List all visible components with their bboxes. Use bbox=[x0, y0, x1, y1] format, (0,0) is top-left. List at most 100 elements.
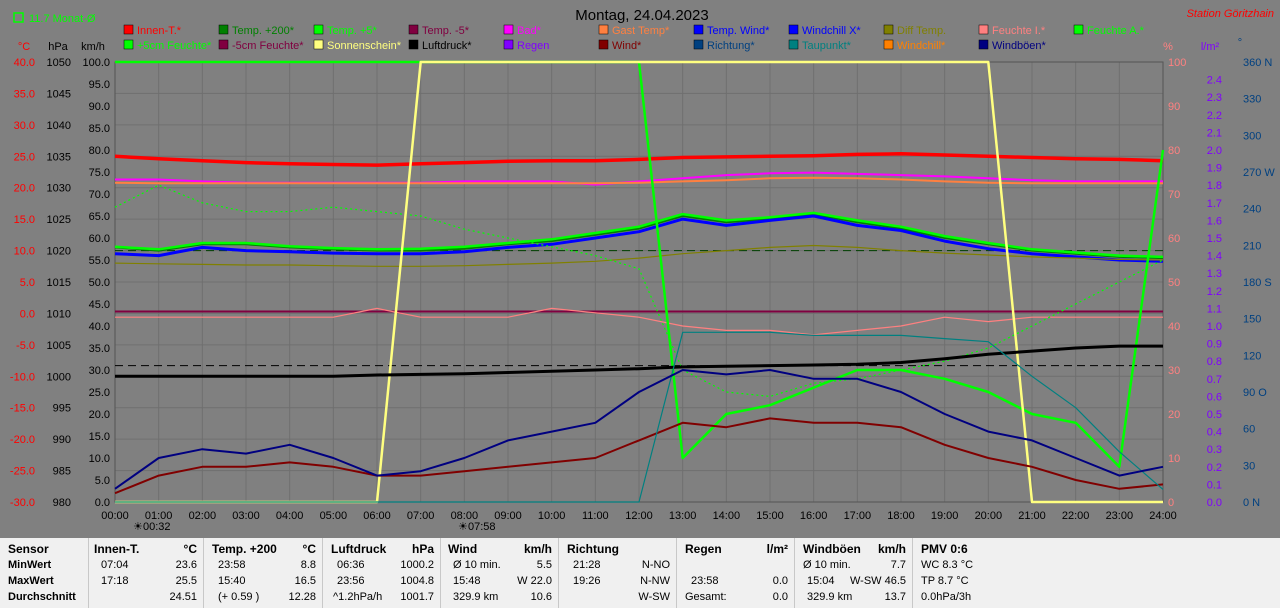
legend-swatch bbox=[218, 39, 229, 50]
legend-label: Diff Temp. bbox=[897, 25, 946, 37]
unit-deg: ° bbox=[1238, 37, 1242, 49]
percent-tick-label: 0 bbox=[1168, 497, 1174, 509]
legend-swatch bbox=[693, 24, 704, 35]
celsius-tick-label: 15.0 bbox=[14, 214, 35, 226]
legend-swatch bbox=[693, 39, 704, 50]
sunset-marker-icon: ☀ bbox=[458, 521, 468, 533]
wind-min-label: Ø 10 min. bbox=[453, 559, 501, 571]
innen-max-time: 17:18 bbox=[101, 575, 129, 587]
sensor-header: Sensor bbox=[8, 542, 49, 556]
legend-swatch bbox=[883, 24, 894, 35]
stats-wind: Wind km/h Ø 10 min. 5.5 15:48 W 22.0 329… bbox=[441, 538, 559, 608]
innen-avg: 24.51 bbox=[169, 591, 197, 603]
legend-label: Sonnenschein* bbox=[327, 40, 402, 52]
stats-pmv: PMV 0:6 WC 8.3 °C TP 8.7 °C 0.0hPa/3h bbox=[913, 538, 1013, 608]
time-tick-label: 00:00 bbox=[101, 510, 129, 522]
richtung-max: N-NW bbox=[640, 575, 670, 587]
hpa-tick-label: 1035 bbox=[47, 151, 71, 163]
luftdruck-max-time: 23:56 bbox=[337, 575, 365, 587]
legend-label: Temp. +5* bbox=[327, 25, 378, 37]
innen-min: 23.6 bbox=[175, 559, 197, 571]
direction-tick-label: 60 bbox=[1243, 424, 1255, 436]
month-avg-label: 11.7 Monat-Ø bbox=[29, 13, 96, 25]
series-line bbox=[114, 184, 1164, 397]
celsius-tick-label: 0.0 bbox=[20, 308, 35, 320]
legend-label: Windchill* bbox=[897, 40, 946, 52]
pmv-rate: 0.0hPa/3h bbox=[921, 591, 972, 603]
stats-luftdruck: Luftdruck hPa 06:36 1000.2 23:56 1004.8 … bbox=[323, 538, 441, 608]
celsius-tick-label: -15.0 bbox=[10, 403, 35, 415]
direction-tick-label: 300 bbox=[1243, 130, 1261, 142]
legend-swatch bbox=[978, 24, 989, 35]
legend-swatch bbox=[123, 39, 134, 50]
wind-unit: km/h bbox=[523, 542, 552, 556]
kmh-tick-label: 30.0 bbox=[89, 365, 110, 377]
hpa-tick-label: 1005 bbox=[47, 340, 71, 352]
time-tick-label: 03:00 bbox=[232, 510, 260, 522]
richtung-min: N-NO bbox=[641, 559, 670, 571]
legend-label: Gast Temp* bbox=[612, 25, 670, 37]
kmh-tick-label: 95.0 bbox=[89, 79, 110, 91]
series-line bbox=[115, 331, 1164, 503]
legend-label: Bad* bbox=[517, 25, 542, 37]
hpa-tick-label: 1010 bbox=[47, 308, 71, 320]
stats-regen: Regen l/m² 23:58 0.0 Gesamt: 0.0 bbox=[677, 538, 795, 608]
kmh-tick-label: 80.0 bbox=[89, 145, 110, 157]
time-tick-label: 04:00 bbox=[276, 510, 304, 522]
kmh-tick-label: 85.0 bbox=[89, 123, 110, 135]
celsius-tick-label: -30.0 bbox=[10, 497, 35, 509]
legend-label: Innen-T.* bbox=[137, 25, 182, 37]
wind-avg: 10.6 bbox=[530, 591, 552, 603]
time-tick-label: 05:00 bbox=[320, 510, 348, 522]
stats-row-labels: Sensor MinWert MaxWert Durchschnitt bbox=[0, 538, 89, 608]
direction-tick-label: 30 bbox=[1243, 460, 1255, 472]
richtung-min-time: 21:28 bbox=[573, 559, 601, 571]
hpa-tick-label: 1050 bbox=[47, 57, 71, 69]
rain-tick-label: 2.1 bbox=[1207, 127, 1222, 139]
temp200-min-time: 23:58 bbox=[218, 559, 246, 571]
unit-hpa: hPa bbox=[48, 41, 68, 53]
percent-tick-label: 70 bbox=[1168, 189, 1180, 201]
celsius-tick-label: 30.0 bbox=[14, 120, 35, 132]
time-tick-label: 14:00 bbox=[713, 510, 741, 522]
hpa-tick-label: 1040 bbox=[47, 120, 71, 132]
pmv-tp: TP 8.7 °C bbox=[921, 575, 969, 587]
kmh-tick-label: 65.0 bbox=[89, 211, 110, 223]
hpa-tick-label: 1015 bbox=[47, 277, 71, 289]
celsius-tick-label: 25.0 bbox=[14, 151, 35, 163]
kmh-tick-label: 35.0 bbox=[89, 343, 110, 355]
legend-label: Regen bbox=[517, 40, 549, 52]
time-tick-label: 01:00 bbox=[145, 510, 173, 522]
unit-percent: % bbox=[1163, 41, 1173, 53]
time-tick-label: 22:00 bbox=[1062, 510, 1090, 522]
rain-tick-label: 1.9 bbox=[1207, 163, 1222, 175]
time-tick-label: 07:00 bbox=[407, 510, 435, 522]
wind-max: W 22.0 bbox=[517, 575, 552, 587]
rain-tick-label: 1.6 bbox=[1207, 215, 1222, 227]
regen-max: 0.0 bbox=[772, 575, 788, 587]
kmh-tick-label: 100.0 bbox=[82, 57, 110, 69]
kmh-tick-label: 55.0 bbox=[89, 255, 110, 267]
luftdruck-unit: hPa bbox=[411, 542, 434, 556]
stats-innen: Innen-T. °C 07:04 23.6 17:18 25.5 24.51 bbox=[89, 538, 204, 608]
direction-tick-label: 360 N bbox=[1243, 57, 1272, 69]
unit-lm2: l/m² bbox=[1201, 41, 1220, 53]
rain-tick-label: 1.7 bbox=[1207, 198, 1222, 210]
windboeen-min-label: Ø 10 min. bbox=[803, 559, 851, 571]
celsius-tick-label: 10.0 bbox=[14, 246, 35, 258]
station-name: Station Göritzhain bbox=[1187, 8, 1274, 20]
hpa-tick-label: 1045 bbox=[47, 88, 71, 100]
hpa-tick-label: 1025 bbox=[47, 214, 71, 226]
kmh-tick-label: 90.0 bbox=[89, 101, 110, 113]
rain-tick-label: 0.8 bbox=[1207, 356, 1222, 368]
legend-swatch bbox=[218, 24, 229, 35]
windboeen-title: Windböen bbox=[803, 542, 861, 556]
percent-tick-label: 30 bbox=[1168, 365, 1180, 377]
rain-tick-label: 0.0 bbox=[1207, 497, 1222, 509]
time-tick-label: 12:00 bbox=[625, 510, 653, 522]
temp200-unit: °C bbox=[302, 542, 316, 556]
series-line bbox=[114, 211, 1164, 259]
chart-title: Montag, 24.04.2023 bbox=[575, 7, 708, 24]
series-line bbox=[114, 244, 1164, 267]
